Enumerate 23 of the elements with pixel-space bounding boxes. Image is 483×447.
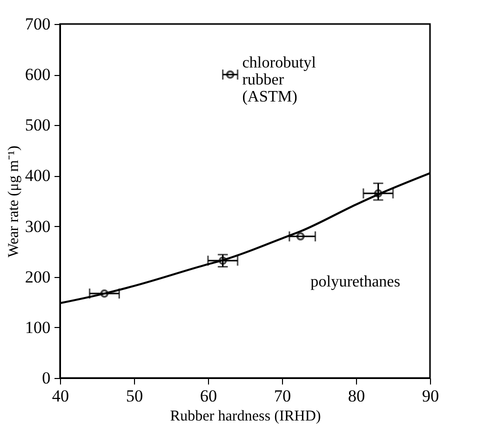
y-tick-label: 300 <box>25 216 50 236</box>
point <box>218 256 227 265</box>
point <box>374 189 382 198</box>
point <box>296 232 305 241</box>
y-tick-label: 600 <box>25 65 50 84</box>
y-axis-title: Wear rate (μg m⁻¹) <box>6 146 22 258</box>
y-tick-label: 100 <box>25 318 50 337</box>
y-tick-label: 500 <box>25 116 50 135</box>
x-tick-label: 70 <box>274 386 291 406</box>
y-tick-label: 200 <box>25 267 50 286</box>
x-tick-label: 60 <box>200 386 217 406</box>
x-tick-label: 50 <box>126 386 143 406</box>
y-tick-label: 400 <box>25 166 50 186</box>
x-tick-label: 80 <box>348 386 365 406</box>
y-tick-label: 700 <box>25 14 50 34</box>
point <box>100 289 109 298</box>
x-axis-title: Rubber hardness (IRHD) <box>170 408 321 424</box>
y-tick-label: 0 <box>42 368 50 388</box>
series-label: chlorobutyl rubber (ASTM) <box>242 54 317 106</box>
text: polyurethanes <box>310 273 400 290</box>
point <box>226 70 234 79</box>
x-tick-label: 40 <box>52 386 69 406</box>
x-tick-label: 90 <box>422 386 439 406</box>
